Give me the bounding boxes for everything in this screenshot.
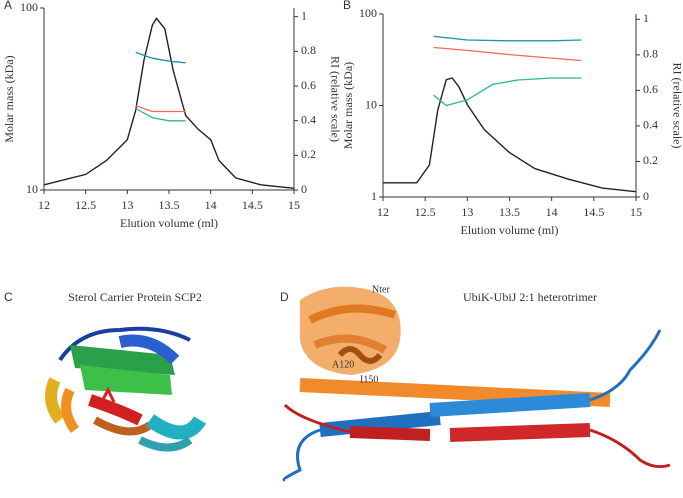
y2-tick-label: 0.2 [643,153,658,167]
x-tick-label: 13 [121,198,133,212]
y2-tick-label: 0.4 [301,112,316,126]
panel-label: B [343,0,351,12]
x-tick-label: 13.5 [159,198,180,212]
panel-label: A [4,0,12,12]
series-line [135,108,186,122]
y2-tick-label: 0 [301,182,307,196]
y-tick-label: 1 [371,189,377,203]
y-axis-label: Molar mass (kDa) [2,55,16,142]
x-tick-label: 12 [377,205,389,219]
y-tick-label: 10 [365,97,377,111]
structure-title: Sterol Carrier Protein SCP2 [68,290,202,304]
x-axis-label: Elution volume (ml) [120,216,218,230]
x-tick-label: 14.5 [242,198,263,212]
axis-frame [382,14,637,198]
y2-tick-label: 0.2 [301,147,316,161]
x-tick-label: 14 [546,205,558,219]
series-line [135,51,186,64]
series-line [433,77,582,107]
series-line [43,17,295,189]
y2-axis-label: RI (relative scale) [328,56,342,142]
y-tick-label: 10 [26,182,38,196]
x-tick-label: 12.5 [415,205,436,219]
structure-c [45,326,206,452]
series-line [433,46,582,62]
structure-annotation: A120 [332,359,354,370]
y2-tick-label: 0.4 [643,118,658,132]
x-axis-label: Elution volume (ml) [461,223,559,237]
y2-axis-label: RI (relative scale) [670,63,683,149]
y2-tick-label: 1 [301,8,307,22]
y2-tick-label: 0.8 [301,43,316,57]
x-tick-label: 12 [38,198,50,212]
y-axis-label: Molar mass (kDa) [341,62,355,149]
x-tick-label: 12.5 [75,198,96,212]
structure-d [282,286,671,482]
series-line [433,35,582,42]
panel-label: D [280,290,289,304]
y-tick-label: 100 [20,0,38,14]
x-tick-label: 14 [205,198,217,212]
y-tick-label: 100 [359,6,377,20]
axis-frame [43,8,295,191]
y2-tick-label: 0 [643,189,649,203]
y2-tick-label: 0.8 [643,47,658,61]
series-line [135,105,186,113]
structure-annotation: I150 [360,374,378,385]
x-tick-label: 14.5 [583,205,604,219]
panel-label: C [4,290,13,304]
x-tick-label: 13 [461,205,473,219]
y2-tick-label: 1 [643,11,649,25]
structure-annotation: Nter [372,284,390,295]
series-line [383,77,637,193]
y2-tick-label: 0.6 [643,82,658,96]
x-tick-label: 13.5 [499,205,520,219]
x-tick-label: 15 [630,205,642,219]
structure-title: UbiK-UbiJ 2:1 heterotrimer [463,290,597,304]
x-tick-label: 15 [288,198,300,212]
y2-tick-label: 0.6 [301,78,316,92]
